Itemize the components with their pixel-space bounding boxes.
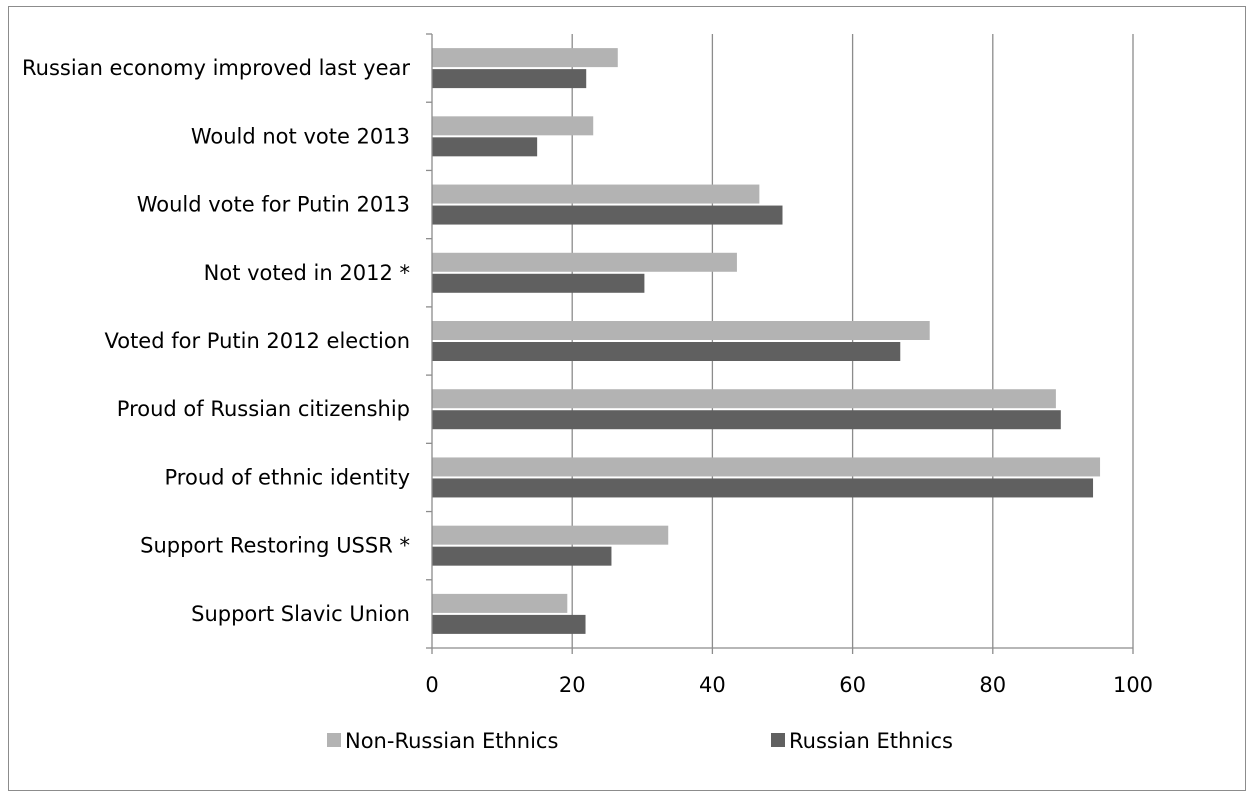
bar-non-russian xyxy=(432,48,618,67)
x-tick-label: 60 xyxy=(839,673,866,697)
category-labels: Russian economy improved last year Would … xyxy=(22,56,410,626)
category-label: Not voted in 2012 * xyxy=(204,261,410,285)
bar-russian xyxy=(432,478,1093,497)
x-tick-label: 20 xyxy=(559,673,586,697)
legend-swatch xyxy=(771,733,785,747)
bar-non-russian xyxy=(432,185,759,204)
x-tick-label: 0 xyxy=(425,673,438,697)
bar-russian xyxy=(432,69,586,88)
legend-swatch xyxy=(327,733,341,747)
bar-non-russian xyxy=(432,389,1056,408)
category-label: Support Slavic Union xyxy=(191,602,410,626)
bar-non-russian xyxy=(432,321,930,340)
bar-non-russian xyxy=(432,526,668,545)
category-label: Voted for Putin 2012 election xyxy=(104,329,410,353)
category-label: Russian economy improved last year xyxy=(22,56,410,80)
bar-russian xyxy=(432,615,586,634)
category-label: Would vote for Putin 2013 xyxy=(137,193,410,217)
category-label: Support Restoring USSR * xyxy=(140,534,410,558)
bar-russian xyxy=(432,274,644,293)
legend: Non-Russian Ethnics Russian Ethnics xyxy=(327,729,953,753)
category-label: Proud of ethnic identity xyxy=(165,465,411,489)
bar-russian xyxy=(432,137,537,156)
bar-russian xyxy=(432,342,900,361)
bar-russian xyxy=(432,410,1061,429)
legend-label: Non-Russian Ethnics xyxy=(345,729,558,753)
category-label: Would not vote 2013 xyxy=(191,124,410,148)
bar-non-russian xyxy=(432,457,1100,476)
bar-russian xyxy=(432,206,783,225)
legend-label: Russian Ethnics xyxy=(789,729,953,753)
bar-russian xyxy=(432,547,611,566)
tick-labels: 0 20 40 60 80 100 xyxy=(425,673,1153,697)
bar-non-russian xyxy=(432,594,567,613)
bars xyxy=(432,48,1100,634)
x-tick-label: 100 xyxy=(1113,673,1153,697)
gridlines xyxy=(572,34,1133,648)
category-label: Proud of Russian citizenship xyxy=(117,397,410,421)
bar-non-russian xyxy=(432,116,593,135)
x-tick-label: 40 xyxy=(699,673,726,697)
bar-non-russian xyxy=(432,253,737,272)
x-tick-label: 80 xyxy=(979,673,1006,697)
